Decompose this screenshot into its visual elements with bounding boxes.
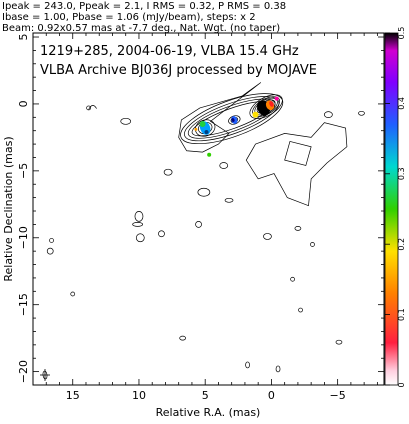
- y-axis-ticks: 5 0 −5 −10 −15 −20: [17, 34, 384, 386]
- colorbar-tick-label: 0.4: [397, 97, 406, 110]
- x-tick-label: 0: [268, 389, 275, 402]
- noise-contour: [70, 291, 76, 297]
- noise-contour: [263, 233, 272, 240]
- polarization-color-layer: [194, 96, 279, 157]
- jet-contour: [184, 96, 280, 142]
- header-line-1: Ipeak = 243.0, Ppeak = 2.1, I RMS = 0.32…: [2, 1, 286, 12]
- noise-contour: [335, 339, 343, 345]
- noise-contour: [49, 238, 54, 243]
- noise-contour: [245, 361, 250, 369]
- noise-contour: [158, 230, 165, 238]
- plot-frame: [32, 32, 385, 386]
- noise-contour: [219, 162, 229, 169]
- polarization-patch: [194, 127, 198, 131]
- x-axis-label: Relative R.A. (mas): [156, 406, 261, 419]
- y-tick-label: −20: [17, 360, 30, 383]
- noise-contour: [135, 233, 145, 243]
- y-tick-label: 5: [17, 34, 30, 41]
- noise-contour: [134, 211, 144, 222]
- noise-contour: [197, 187, 211, 197]
- jet-contour: [187, 98, 276, 139]
- colorbar-tick-label: 0.2: [397, 238, 406, 251]
- colorbar-tick-label: 0.5: [397, 27, 406, 40]
- noise-contour: [324, 111, 333, 118]
- noise-contour: [294, 226, 302, 231]
- polarization-patch: [207, 152, 212, 157]
- colorbar-tick-label: 0: [397, 382, 406, 387]
- noise-contour: [310, 242, 315, 247]
- y-tick-label: −15: [17, 293, 30, 316]
- noise-contour: [46, 247, 54, 255]
- knot-contour: [195, 119, 216, 137]
- noise-contour: [224, 197, 234, 203]
- chart-title: 1219+285, 2004-06-19, VLBA 15.4 GHz: [40, 44, 299, 59]
- noise-contour: [86, 105, 91, 111]
- noise-contour: [88, 105, 97, 110]
- x-tick-label: −5: [330, 389, 346, 402]
- knot-contour: [228, 115, 241, 125]
- jet-envelope-contour: [178, 82, 262, 153]
- x-axis-ticks: 15 10 5 0 −5: [32, 33, 378, 402]
- noise-contour: [275, 365, 281, 373]
- beam-marker: [40, 369, 50, 381]
- x-tick-label: 15: [66, 389, 80, 402]
- noise-contour: [120, 117, 132, 125]
- polarization-patch: [231, 118, 235, 122]
- colorbar: [384, 32, 399, 386]
- chart-subtitle: VLBA Archive BJ036J processed by MOJAVE: [40, 63, 317, 78]
- polarization-patch: [204, 130, 209, 135]
- polarization-patch: [199, 121, 206, 128]
- y-tick-label: 0: [17, 100, 30, 107]
- x-tick-label: 5: [202, 389, 209, 402]
- noise-contour: [290, 276, 295, 282]
- lobe-contour: [245, 122, 348, 207]
- polarization-patch: [274, 96, 279, 101]
- jet-contour: [180, 93, 284, 145]
- y-tick-label: −10: [17, 226, 30, 249]
- noise-contour: [298, 307, 303, 313]
- noise-contour: [179, 335, 187, 341]
- colorbar-tick-label: 0.1: [397, 308, 406, 321]
- polarization-patch: [252, 111, 259, 118]
- x-tick-label: 10: [132, 389, 146, 402]
- y-tick-label: −5: [17, 163, 30, 179]
- polarization-patch: [269, 101, 274, 107]
- noise-contour: [358, 110, 365, 116]
- noise-contour: [195, 221, 202, 228]
- y-axis-label: Relative Declination (mas): [2, 136, 15, 281]
- noise-contour: [163, 168, 173, 176]
- lobe-contour: [284, 140, 312, 166]
- colorbar-ticks: 0 0.1 0.2 0.3 0.4 0.5: [385, 27, 406, 388]
- colorbar-tick-label: 0.3: [397, 167, 406, 180]
- noise-contour: [132, 222, 143, 227]
- header-line-2: Ibase = 1.00, Pbase = 1.06 (mJy/beam), s…: [2, 12, 256, 23]
- header-line-3: Beam: 0.92x0.57 mas at -7.7 deg., Nat. W…: [2, 23, 280, 34]
